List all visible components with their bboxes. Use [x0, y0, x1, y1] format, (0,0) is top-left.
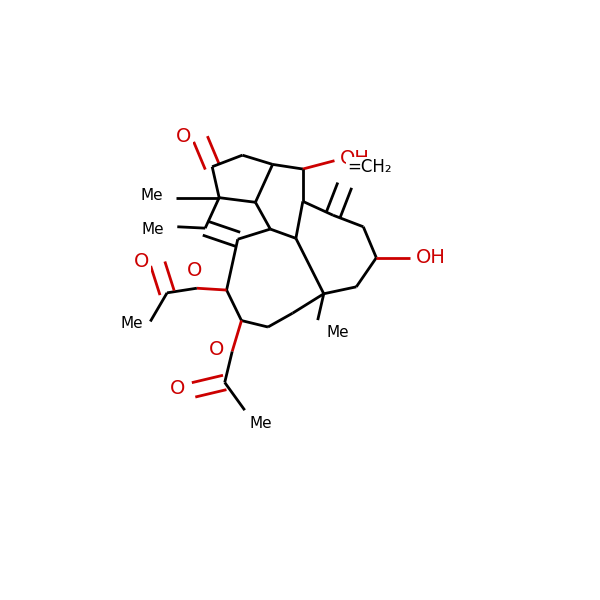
Text: Me: Me: [326, 325, 349, 340]
Text: Me: Me: [142, 221, 164, 236]
Text: O: O: [176, 127, 191, 146]
Text: O: O: [208, 340, 224, 359]
Text: Me: Me: [141, 188, 163, 203]
Text: Me: Me: [121, 316, 143, 331]
Text: =CH₂: =CH₂: [347, 158, 392, 176]
Text: OH: OH: [340, 149, 370, 168]
Text: OH: OH: [415, 248, 445, 267]
Text: Me: Me: [250, 416, 272, 431]
Text: O: O: [187, 261, 202, 280]
Text: O: O: [170, 379, 185, 398]
Text: O: O: [134, 252, 149, 271]
